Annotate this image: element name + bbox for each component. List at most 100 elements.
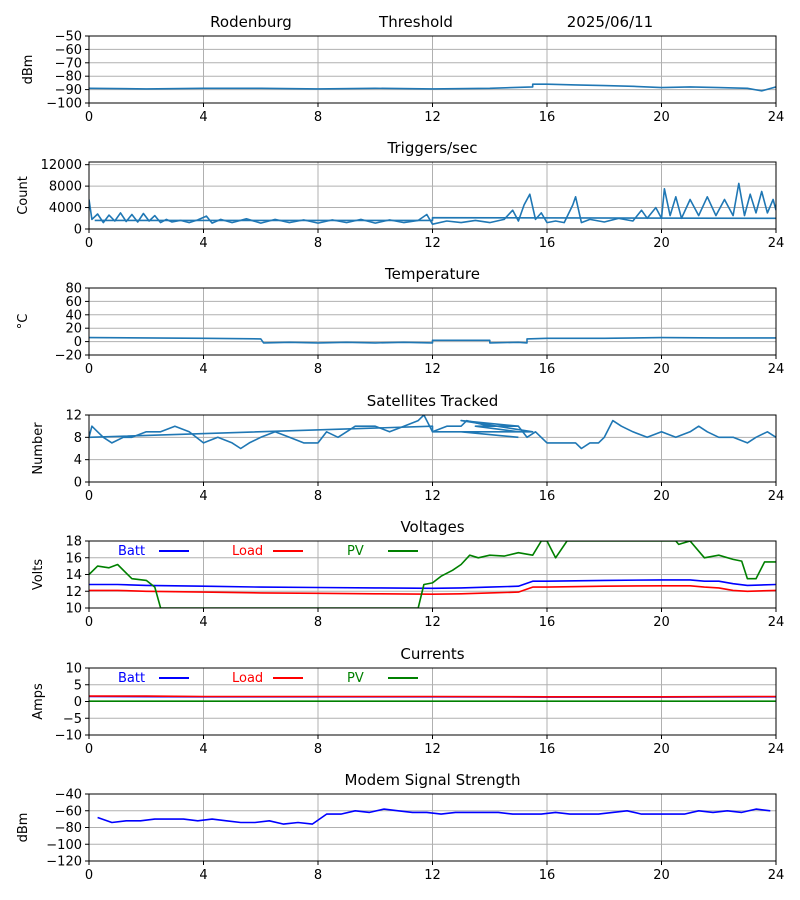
x-tick-label: 16 (539, 362, 556, 377)
y-tick-label: 8 (74, 431, 82, 446)
y-axis-label-currents: Amps (31, 683, 46, 720)
x-tick-label: 0 (85, 362, 93, 377)
x-tick-label: 0 (85, 742, 93, 757)
series-line-1 (89, 336, 776, 344)
x-tick-label: 20 (653, 489, 670, 504)
x-tick-label: 20 (653, 868, 670, 883)
x-tick-label: 8 (314, 742, 322, 757)
series-line-pv (89, 541, 776, 608)
x-tick-label: 20 (653, 236, 670, 251)
y-tick-label: 20 (65, 322, 82, 337)
x-tick-label: 4 (199, 489, 207, 504)
chart-title-currents: Currents (400, 645, 464, 663)
series-line-2 (89, 419, 534, 439)
x-tick-label: 24 (768, 868, 785, 883)
chart-panel-modem: 0 4 8 12 16 20 24 −120 −100 −80 −60−40 Modem Signal… (16, 771, 784, 883)
y-axis-label-modem: dBm (16, 813, 31, 843)
x-tick-label: 16 (539, 489, 556, 504)
series-line-load (89, 695, 776, 698)
x-tick-label: 12 (424, 868, 441, 883)
x-tick-label: 4 (199, 868, 207, 883)
x-tick-label: 4 (199, 742, 207, 757)
y-tick-label: 0 (74, 695, 82, 710)
x-tick-label: 24 (768, 362, 785, 377)
y-tick-label: 40 (65, 308, 82, 323)
chart-title-voltages: Voltages (400, 518, 464, 536)
y-tick-label: −70 (55, 56, 82, 71)
y-tick-label: −20 (55, 349, 82, 364)
y-tick-label: −60 (55, 804, 82, 819)
x-tick-label: 8 (314, 489, 322, 504)
chart-title-triggers: Triggers/sec (387, 139, 478, 157)
x-tick-label: 4 (199, 362, 207, 377)
x-tick-label: 16 (539, 868, 556, 883)
series-line-1 (89, 182, 776, 225)
x-tick-label: 24 (768, 489, 785, 504)
legend-label-load: Load (232, 544, 263, 559)
y-tick-label: 12 (65, 585, 82, 600)
chart-title-modem: Modem Signal Strength (345, 771, 521, 789)
series-line-2 (94, 216, 776, 222)
y-axis-label-voltages: Volts (31, 559, 46, 591)
y-tick-label: −10 (55, 729, 82, 744)
chart-title-temperature: Temperature (384, 265, 480, 283)
x-tick-label: 16 (539, 742, 556, 757)
x-tick-label: 0 (85, 489, 93, 504)
x-tick-label: 8 (314, 236, 322, 251)
chart-title-satellites: Satellites Tracked (367, 392, 498, 410)
x-tick-label: 8 (314, 110, 322, 125)
x-tick-label: 12 (424, 742, 441, 757)
x-tick-label: 8 (314, 362, 322, 377)
x-tick-label: 24 (768, 615, 785, 630)
y-tick-label: 4000 (49, 201, 82, 216)
series-line-1 (97, 808, 771, 825)
series-group (89, 83, 776, 92)
x-tick-label: 20 (653, 742, 670, 757)
y-tick-label: −50 (55, 30, 82, 45)
y-tick-label: 10 (65, 602, 82, 617)
x-tick-label: 20 (653, 615, 670, 630)
x-tick-label: 0 (85, 615, 93, 630)
y-tick-label: −100 (46, 838, 82, 853)
x-tick-label: 4 (199, 110, 207, 125)
y-tick-label: 5 (74, 678, 82, 693)
series-line-load (89, 585, 776, 595)
series-group (89, 695, 776, 702)
y-tick-label: 10 (65, 662, 82, 677)
x-tick-label: 16 (539, 236, 556, 251)
x-tick-label: 0 (85, 868, 93, 883)
x-tick-label: 8 (314, 868, 322, 883)
date-title: 2025/06/11 (567, 13, 653, 31)
x-tick-label: 0 (85, 236, 93, 251)
y-tick-label: 4 (74, 453, 82, 468)
x-tick-label: 0 (85, 110, 93, 125)
y-tick-label: 0 (74, 476, 82, 491)
site-name-title: Rodenburg (210, 13, 292, 31)
x-tick-label: 16 (539, 615, 556, 630)
x-tick-label: 16 (539, 110, 556, 125)
y-tick-label: −40 (55, 788, 82, 803)
series-group (89, 541, 776, 608)
x-tick-label: 12 (424, 236, 441, 251)
y-tick-label: −5 (63, 712, 82, 727)
y-tick-label: −90 (55, 83, 82, 98)
x-tick-label: 8 (314, 615, 322, 630)
chart-panel-triggers: 0 4 8 12 16 20 24 0 4000 8000 12000 Triggers/sec Cou… (16, 139, 784, 251)
y-tick-label: −120 (46, 855, 82, 870)
y-tick-label: 0 (74, 223, 82, 238)
series-group (89, 336, 776, 344)
mode-title: Threshold (378, 13, 453, 31)
y-axis-label-temperature: °C (16, 314, 31, 330)
y-tick-label: 0 (74, 335, 82, 350)
y-tick-label: −80 (55, 821, 82, 836)
x-tick-label: 24 (768, 742, 785, 757)
series-group (97, 808, 771, 825)
x-tick-label: 4 (199, 615, 207, 630)
y-tick-label: 8000 (49, 180, 82, 195)
y-tick-label: 12 (65, 409, 82, 424)
y-tick-label: 12000 (41, 158, 82, 173)
